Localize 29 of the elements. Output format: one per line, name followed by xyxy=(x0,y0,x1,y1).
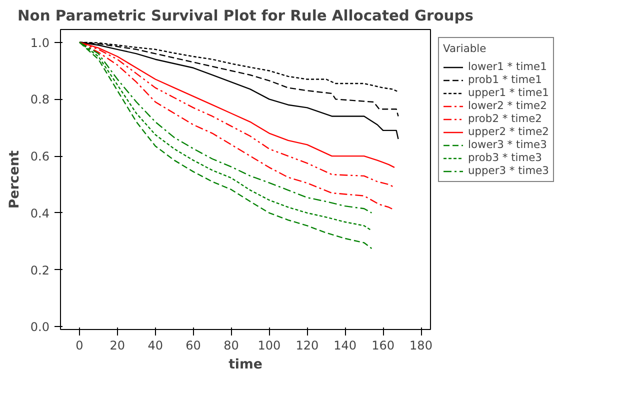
x-tick-label: 0 xyxy=(76,338,84,352)
y-tick-label: 1.0 xyxy=(30,36,50,50)
legend-label: lower3 * time3 xyxy=(468,138,547,151)
legend-label: upper2 * time2 xyxy=(468,125,549,138)
y-tick-label: 0.2 xyxy=(30,263,50,278)
x-tick-label: 100 xyxy=(258,338,281,352)
x-tick-label: 60 xyxy=(186,338,201,352)
legend-label: upper1 * time1 xyxy=(468,86,549,99)
x-tick-label: 160 xyxy=(372,338,395,352)
y-tick-label: 0.4 xyxy=(30,206,50,220)
legend-title: Variable xyxy=(443,42,488,55)
y-tick-label: 0.6 xyxy=(30,150,50,164)
legend-label: prob1 * time1 xyxy=(468,73,542,86)
x-axis-title: time xyxy=(228,358,262,372)
x-tick-label: 20 xyxy=(110,338,126,352)
legend-label: lower2 * time2 xyxy=(468,99,547,112)
legend-label: prob2 * time2 xyxy=(468,112,542,125)
chart-title: Non Parametric Survival Plot for Rule Allocated Groups xyxy=(18,8,474,24)
legend-label: prob3 * time3 xyxy=(468,151,542,164)
x-tick-label: 180 xyxy=(410,338,432,352)
x-tick-label: 140 xyxy=(334,338,357,352)
x-tick-label: 120 xyxy=(296,338,319,352)
legend-label: upper3 * time3 xyxy=(468,164,549,177)
y-axis-title: Percent xyxy=(7,150,22,209)
y-tick-label: 0.8 xyxy=(30,92,50,107)
legend-label: lower1 * time1 xyxy=(468,60,547,73)
y-tick-label: 0.0 xyxy=(30,320,50,334)
x-tick-label: 80 xyxy=(224,338,239,352)
x-tick-label: 40 xyxy=(148,338,164,352)
